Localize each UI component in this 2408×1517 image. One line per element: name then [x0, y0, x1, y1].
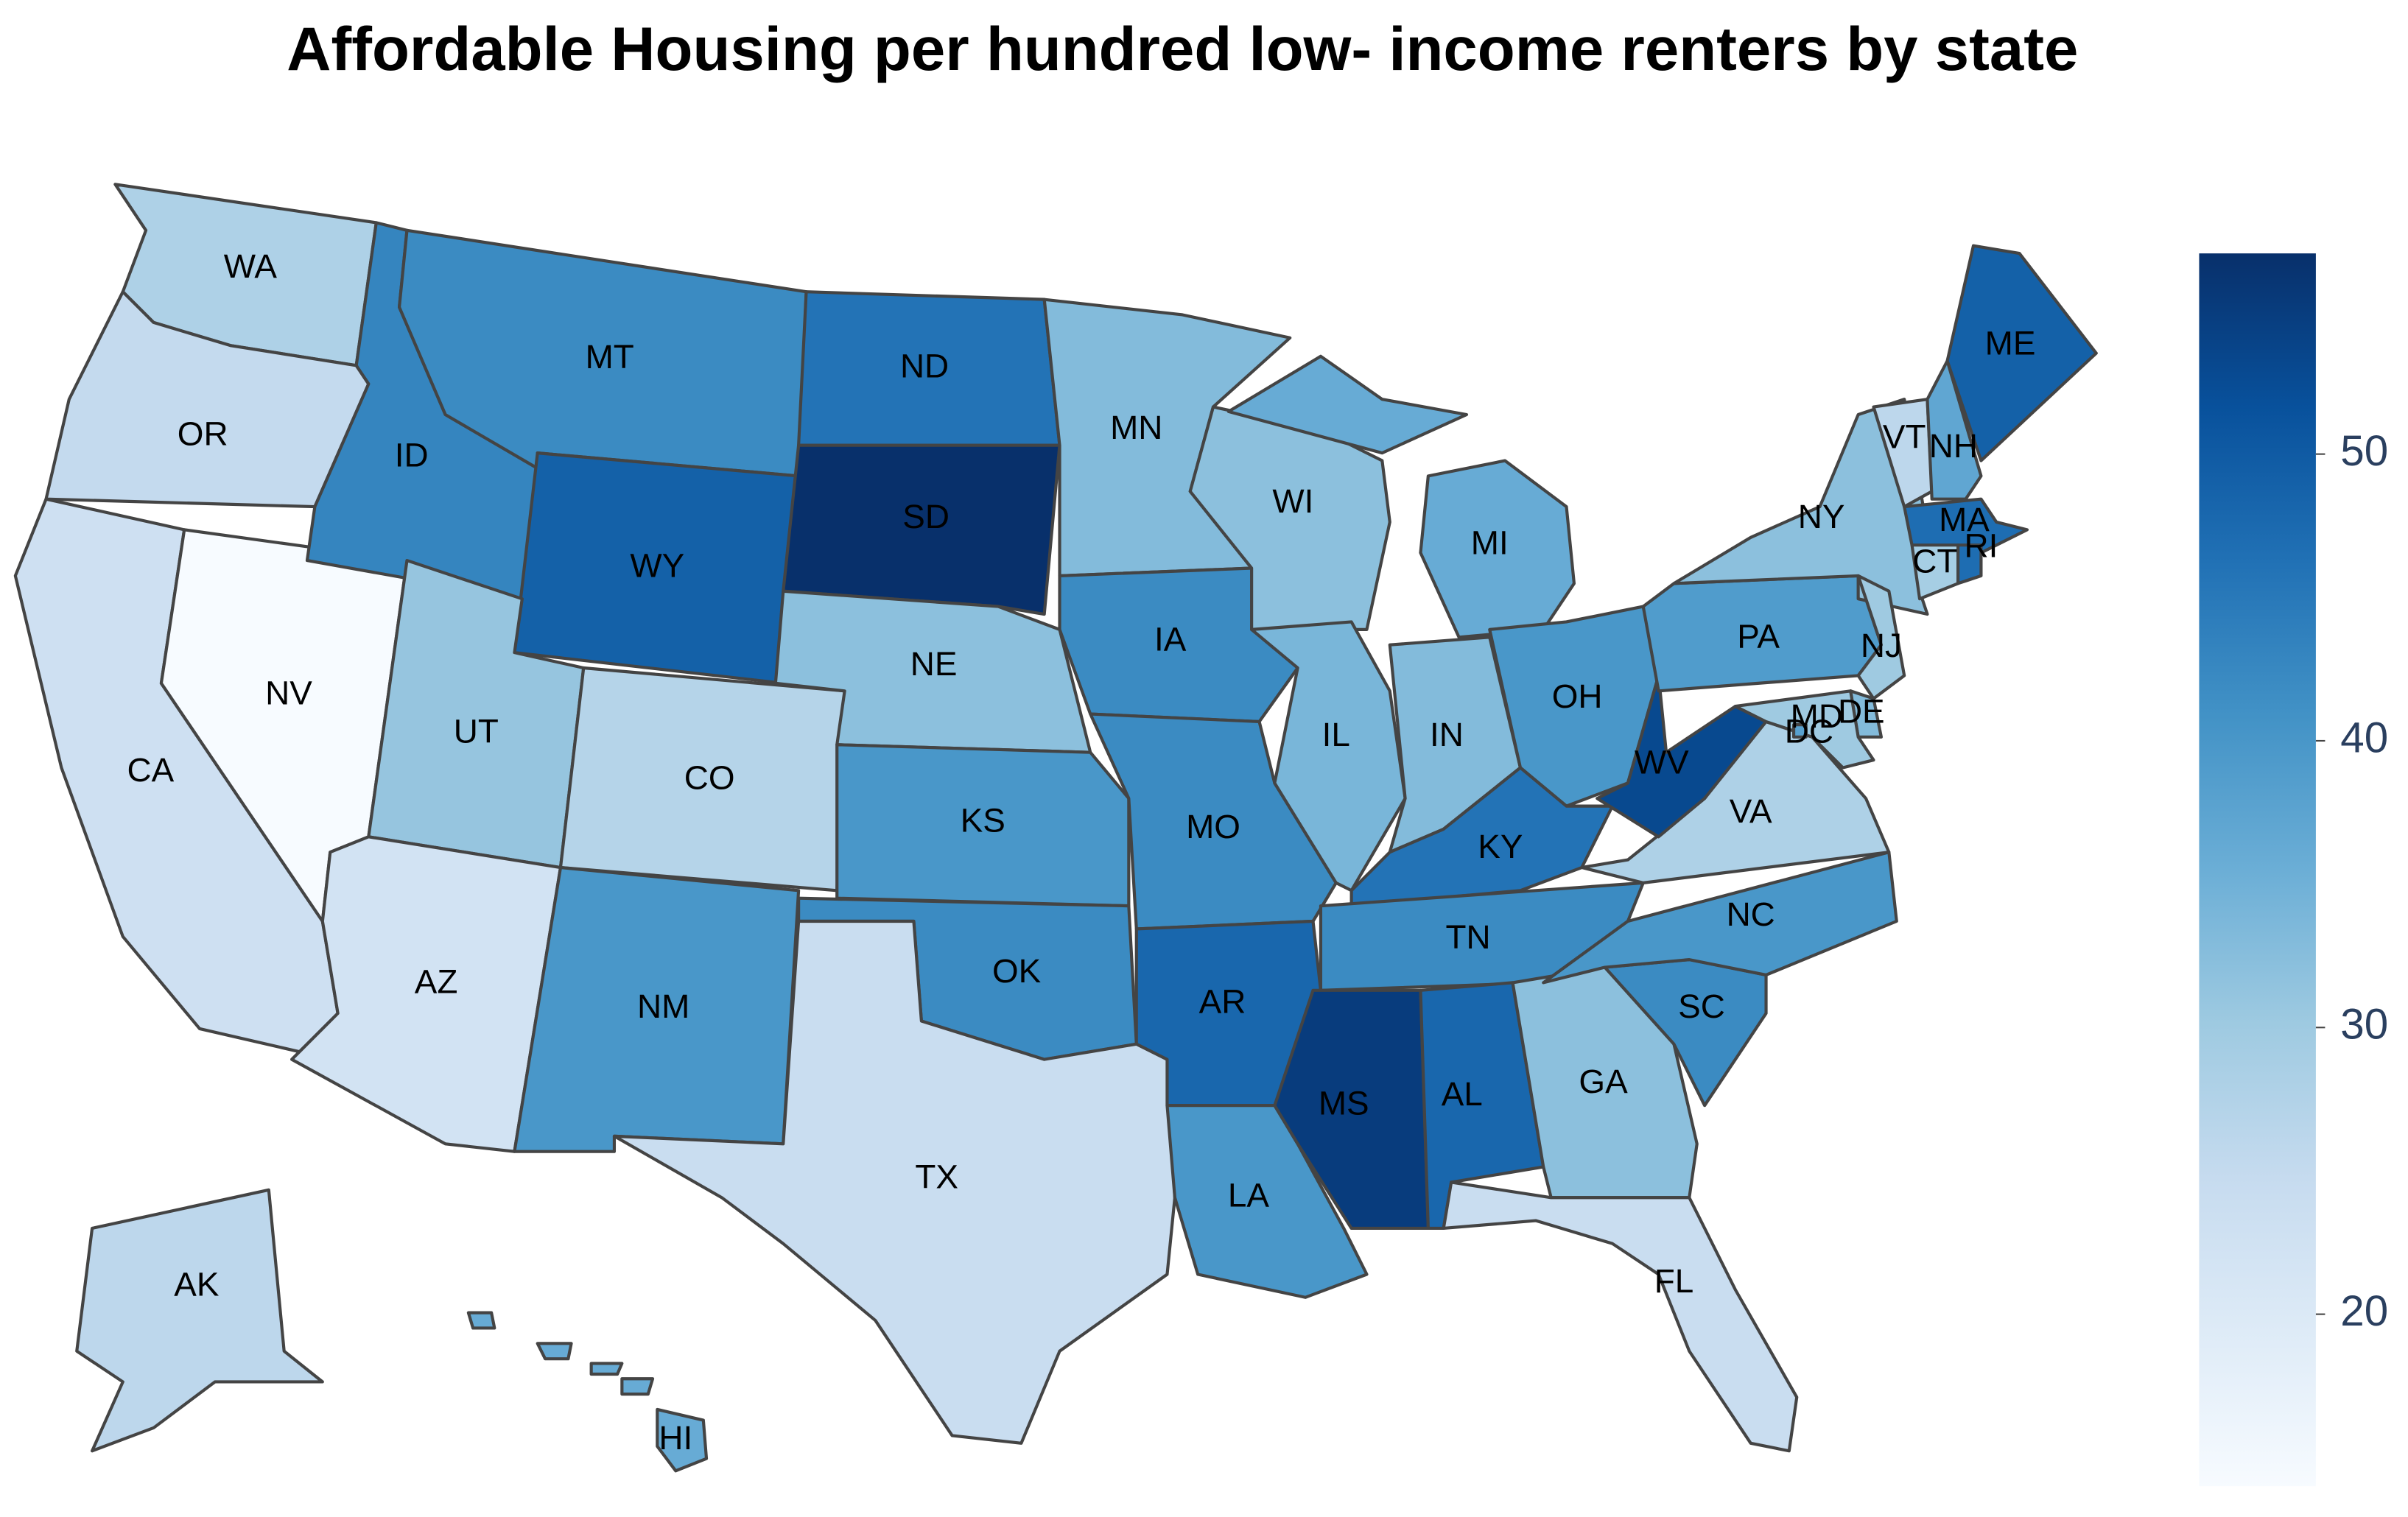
state-label: KS — [961, 801, 1005, 840]
chart-title: Affordable Housing per hundred low- inco… — [287, 15, 2078, 83]
state — [1926, 359, 1983, 501]
state — [75, 1188, 324, 1453]
state-label: IN — [1430, 715, 1464, 753]
state-label: OR — [178, 414, 228, 452]
state — [1945, 244, 2098, 462]
state-label: WY — [630, 546, 684, 585]
state-label: NJ — [1861, 626, 1902, 664]
state-label: VT — [1883, 417, 1926, 455]
colorbar-tick-label: 50 — [2340, 427, 2388, 475]
state — [782, 443, 1061, 616]
state-label: NV — [265, 674, 312, 712]
state-label: WV — [1635, 742, 1689, 781]
state — [1791, 723, 1808, 739]
state-label: AK — [174, 1264, 220, 1303]
state-label: MA — [1939, 500, 1990, 538]
state-label: CT — [1912, 541, 1957, 580]
state-label: HI — [659, 1418, 692, 1457]
state-label: ME — [1985, 323, 2036, 362]
state-label: SD — [902, 497, 949, 535]
state-label: MO — [1186, 807, 1240, 845]
state-label: AR — [1199, 982, 1246, 1021]
state-label: AL — [1442, 1074, 1483, 1113]
state-label: TN — [1446, 918, 1491, 956]
state-label: DC — [1785, 712, 1833, 750]
state — [1226, 354, 1576, 639]
state-label: CO — [684, 758, 735, 796]
state-label: MN — [1110, 408, 1162, 446]
state-label: SC — [1678, 987, 1725, 1025]
state-label: ND — [900, 347, 949, 385]
state-label: NH — [1929, 426, 1978, 465]
colorbar-tick-label: 40 — [2340, 714, 2388, 761]
colorbar-tick-label: 20 — [2340, 1287, 2388, 1335]
state-label: TX — [915, 1157, 958, 1195]
state-label: WI — [1272, 482, 1313, 520]
state-label: NM — [637, 987, 689, 1025]
state-label: MD — [1791, 697, 1843, 735]
state-label: LA — [1228, 1175, 1270, 1214]
state-label: MS — [1319, 1083, 1369, 1122]
state-label: IA — [1154, 620, 1187, 658]
state-label: KY — [1478, 827, 1523, 865]
state — [466, 1311, 709, 1473]
state-label: MI — [1471, 523, 1509, 561]
state-label: PA — [1737, 616, 1780, 655]
state-label: MT — [586, 337, 634, 376]
state — [1956, 543, 1983, 585]
state-label: NC — [1727, 895, 1775, 933]
state-label: FL — [1654, 1261, 1694, 1300]
state — [835, 743, 1131, 908]
state-label: NY — [1798, 497, 1845, 535]
state — [1442, 1180, 1799, 1453]
state — [1542, 851, 1898, 985]
state-label: CA — [127, 750, 174, 789]
state-label: AZ — [415, 962, 458, 1001]
state-label: WA — [224, 247, 278, 285]
state-label: GA — [1579, 1062, 1628, 1100]
state-label: VA — [1730, 792, 1772, 830]
colorbar — [2199, 253, 2316, 1487]
state-label: NE — [910, 644, 958, 683]
state-label: RI — [1964, 526, 1998, 564]
state-label: ID — [395, 435, 429, 474]
state-label: OK — [992, 951, 1042, 990]
colorbar-tick-label: 30 — [2340, 1001, 2388, 1049]
state-label: IL — [1322, 715, 1350, 753]
state-label: DE — [1838, 692, 1885, 731]
state — [1089, 712, 1338, 931]
state-label: OH — [1552, 677, 1603, 715]
state-label: UT — [454, 712, 499, 750]
